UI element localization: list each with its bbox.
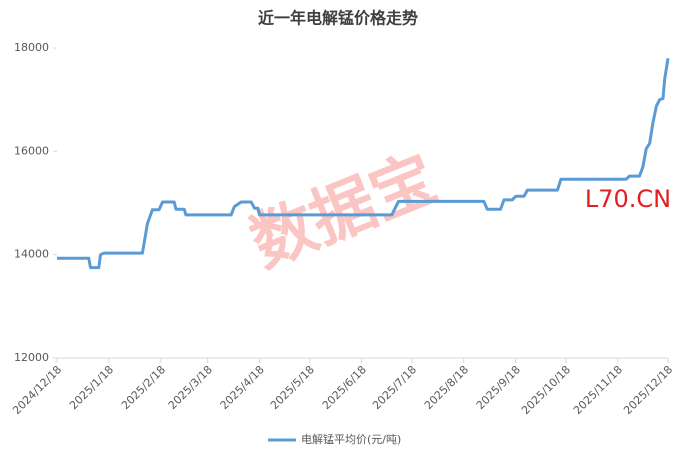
x-tick-label: 2025/3/18: [166, 363, 215, 412]
y-tick-label: 12000: [14, 351, 49, 364]
x-tick-label: 2025/8/18: [422, 363, 471, 412]
x-tick-label: 2025/12/18: [621, 363, 675, 417]
watermark: L70.CN: [585, 185, 671, 213]
x-tick-label: 2025/6/18: [320, 363, 369, 412]
x-tick-label: 2025/5/18: [268, 363, 317, 412]
chart-title: 近一年电解锰价格走势: [258, 9, 418, 28]
x-tick-label: 2025/4/18: [218, 363, 267, 412]
x-tick-label: 2025/9/18: [474, 363, 523, 412]
x-tick-label: 2025/11/18: [571, 363, 625, 417]
y-tick-label: 16000: [14, 144, 49, 157]
y-tick-label: 14000: [14, 248, 49, 261]
x-tick-label: 2025/2/18: [119, 363, 168, 412]
watermark: 数据宝: [241, 142, 447, 283]
x-tick-label: 2025/10/18: [519, 363, 573, 417]
y-tick-label: 18000: [14, 41, 49, 54]
x-tick-label: 2025/1/18: [67, 363, 116, 412]
x-tick-label: 2025/7/18: [370, 363, 419, 412]
line: [57, 58, 670, 270]
x-tick-label: 2024/12/18: [10, 363, 64, 417]
legend-label: 电解锰平均价(元/吨): [301, 432, 401, 446]
